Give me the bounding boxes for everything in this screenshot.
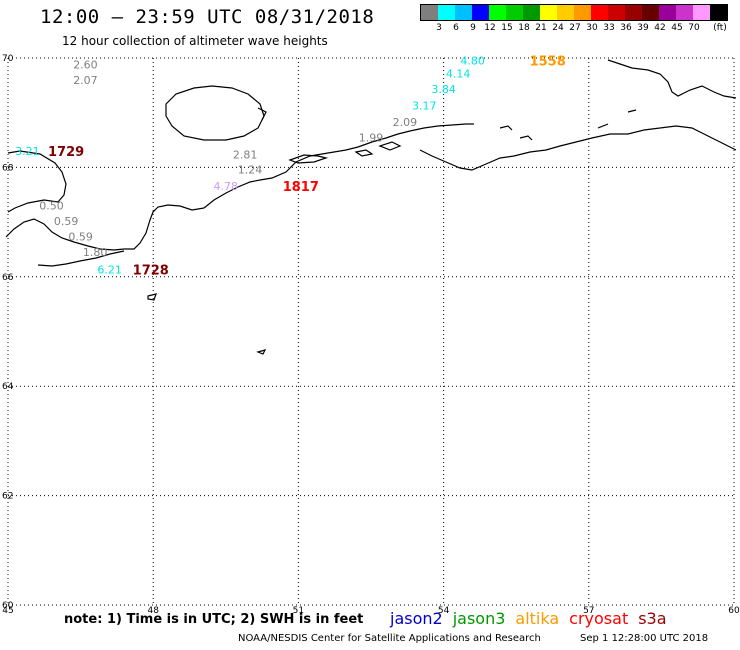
- legend-tick-label: 27: [569, 23, 581, 33]
- pass-time-label: 1817: [283, 180, 319, 195]
- wave-height-label: 0.50: [39, 200, 64, 213]
- legend-tick-label: 3: [436, 23, 442, 33]
- mission-s3a: s3a: [638, 609, 667, 628]
- legend-ticks: 3 6 9 12 15 18 21 24 27 30 33 36 39 42 45 70 (ft): [420, 23, 728, 35]
- legend-tick-label: 39: [637, 23, 649, 33]
- wave-height-label: 1.99: [359, 131, 384, 144]
- legend-swatch: [421, 5, 438, 20]
- latitude-tick-label: 68: [2, 163, 14, 173]
- legend-swatches: [420, 4, 728, 21]
- legend-swatch: [557, 5, 574, 20]
- wave-height-label: 0.59: [54, 215, 79, 228]
- latitude-tick-label: 64: [2, 382, 14, 392]
- legend-swatch: [659, 5, 676, 20]
- latitude-tick-label: 60: [2, 601, 14, 611]
- observation-labels: 2.60 2.07 4.804.14 3.84 3.17 2.09 1.99 2.81 1.24…: [15, 55, 485, 277]
- mission-jason3: jason3: [452, 609, 506, 628]
- pass-time-label: 1558: [530, 55, 566, 70]
- mission-cryosat: cryosat: [569, 609, 629, 628]
- legend-swatch: [489, 5, 506, 20]
- latitude-tick-label: 70: [2, 54, 14, 64]
- longitude-tick-label: 54: [438, 606, 450, 616]
- footer-note: note: 1) Time is in UTC; 2) SWH is in fe…: [64, 612, 364, 627]
- legend-tick-label: 12: [484, 23, 496, 33]
- wave-height-label: 4.78: [214, 180, 239, 193]
- wave-height-label: 2.60: [73, 59, 98, 72]
- coast-timan: [203, 123, 474, 209]
- legend-tick-label: 30: [586, 23, 598, 33]
- generation-timestamp: Sep 1 12:28:00 UTC 2018: [580, 633, 709, 644]
- wave-height-label: 1.24: [238, 164, 263, 177]
- legend-tick-label: 6: [453, 23, 459, 33]
- legend-swatch: [438, 5, 455, 20]
- latitude-tick-label: 62: [2, 492, 13, 502]
- pass-time-labels: 1558 1729 1817 1728: [48, 55, 566, 279]
- coast-arctic-islets: [147, 109, 637, 355]
- latitude-tick-label: 66: [2, 273, 14, 283]
- wave-height-label: 6.21: [97, 264, 122, 277]
- mission-legend: jason2 jason3 altika cryosat s3a: [390, 609, 677, 628]
- wave-height-label: 4.80: [460, 55, 485, 68]
- mission-jason2: jason2: [390, 609, 443, 628]
- map-title: 12:00 — 23:59 UTC 08/31/2018: [40, 6, 375, 28]
- wave-height-label: 0.59: [68, 230, 93, 243]
- coast-kola-peninsula: [5, 150, 205, 251]
- legend-swatch: [608, 5, 625, 20]
- wave-height-label: 2.09: [393, 116, 418, 129]
- legend-tick-label: 9: [470, 23, 476, 33]
- legend-tick-label: 21: [535, 23, 547, 33]
- map-subtitle: 12 hour collection of altimeter wave hei…: [62, 34, 328, 48]
- legend-swatch: [710, 5, 727, 20]
- mission-altika: altika: [515, 609, 560, 628]
- legend-swatch: [591, 5, 608, 20]
- longitude-tick-label: 51: [293, 606, 304, 616]
- legend-tick-label: 15: [501, 23, 513, 33]
- wave-height-label: 1.80: [83, 246, 108, 259]
- coastline: [5, 59, 737, 355]
- legend-tick-label: 70: [688, 23, 700, 33]
- legend-swatch: [642, 5, 659, 20]
- coast-yugor: [419, 125, 737, 171]
- pass-time-label: 1729: [48, 145, 84, 160]
- wave-height-label: 2.81: [233, 148, 258, 161]
- wave-height-label: 3.84: [431, 83, 456, 96]
- axis-labels: 45 48 51 54 57 60 70 68 66 64 62 60: [2, 54, 740, 616]
- legend-swatch: [506, 5, 523, 20]
- wave-height-label: 4.14: [446, 67, 471, 80]
- graticule: [7, 57, 735, 606]
- legend-swatch: [625, 5, 642, 20]
- credit-line: NOAA/NESDIS Center for Satellite Applica…: [238, 633, 541, 644]
- coast-white-sea: [37, 250, 125, 267]
- legend-swatch: [693, 5, 710, 20]
- longitude-tick-label: 60: [728, 606, 740, 616]
- legend-tick-label: 18: [518, 23, 530, 33]
- wave-height-label: 3.17: [412, 100, 437, 113]
- wave-height-label: 3.21: [15, 145, 40, 158]
- legend-swatch: [676, 5, 693, 20]
- kolguev-island: [165, 85, 265, 141]
- kolguev-spit: [257, 107, 267, 121]
- pechora-islets: [288, 141, 402, 164]
- pass-time-label: 1728: [133, 264, 169, 279]
- longitude-tick-label: 45: [2, 606, 13, 616]
- legend-swatch: [523, 5, 540, 20]
- wave-height-label: 2.07: [73, 74, 98, 87]
- legend-tick-label: 45: [671, 23, 683, 33]
- legend-swatch: [540, 5, 557, 20]
- longitude-tick-label: 48: [147, 606, 159, 616]
- legend-tick-label: 33: [603, 23, 615, 33]
- legend-tick-label: 42: [654, 23, 666, 33]
- legend-swatch: [455, 5, 472, 20]
- legend-swatch: [472, 5, 489, 20]
- longitude-tick-label: 57: [583, 606, 594, 616]
- legend-tick-label: 24: [552, 23, 564, 33]
- color-legend: 3 6 9 12 15 18 21 24 27 30 33 36 39 42 45 70 (ft): [420, 4, 728, 35]
- legend-unit: (ft): [713, 23, 727, 33]
- legend-tick-label: 36: [620, 23, 632, 33]
- coast-novaya-zemlya: [607, 59, 737, 99]
- legend-swatch: [574, 5, 591, 20]
